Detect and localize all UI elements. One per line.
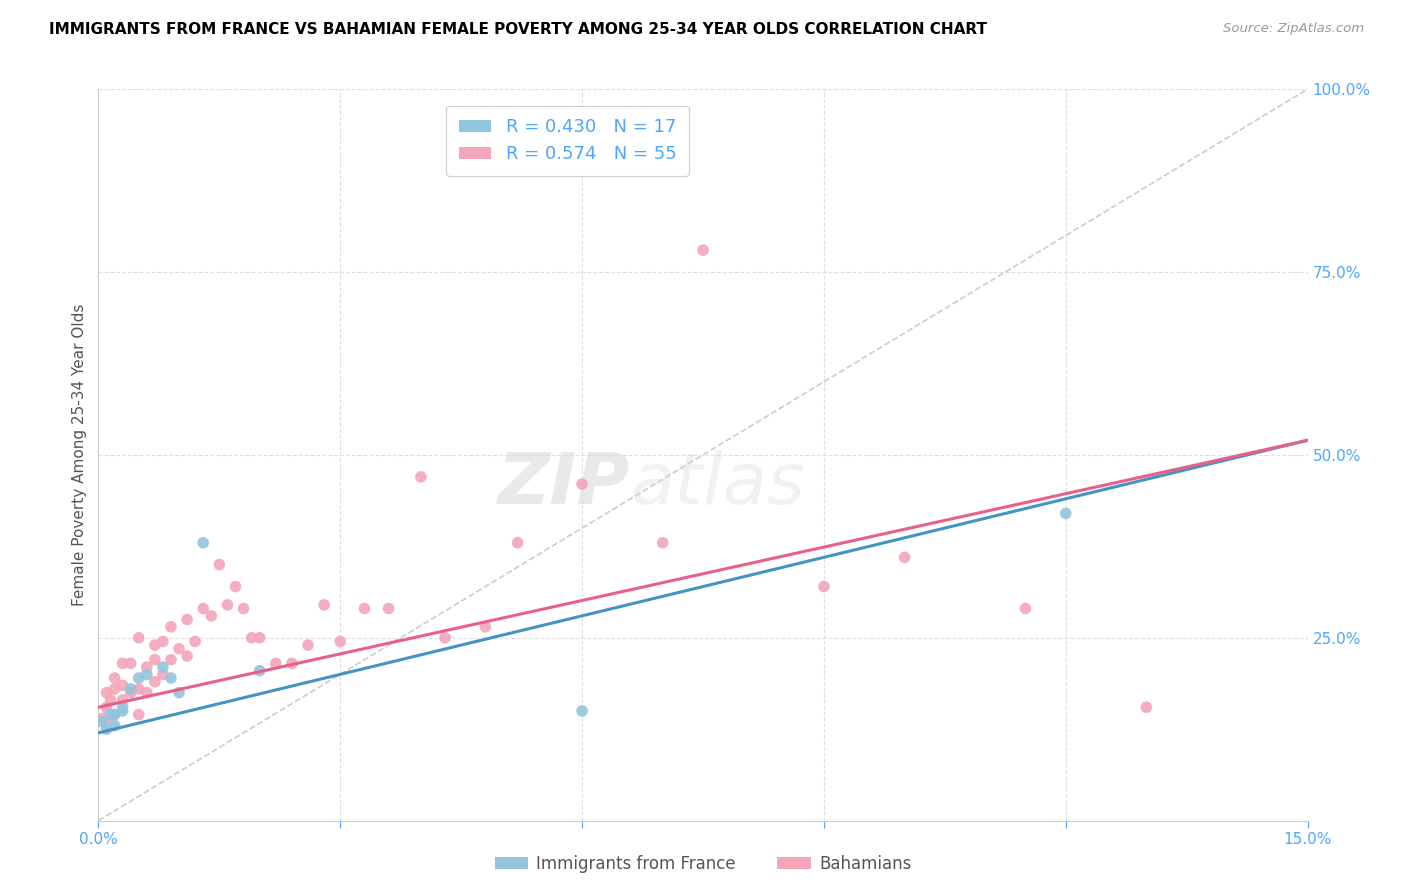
Text: atlas: atlas xyxy=(630,450,806,518)
Text: IMMIGRANTS FROM FRANCE VS BAHAMIAN FEMALE POVERTY AMONG 25-34 YEAR OLDS CORRELAT: IMMIGRANTS FROM FRANCE VS BAHAMIAN FEMAL… xyxy=(49,22,987,37)
Point xyxy=(103,707,125,722)
Legend: R = 0.430   N = 17, R = 0.574   N = 55: R = 0.430 N = 17, R = 0.574 N = 55 xyxy=(446,105,689,176)
Point xyxy=(249,664,271,678)
Point xyxy=(167,686,190,700)
Point xyxy=(91,711,114,725)
Point xyxy=(135,667,157,681)
Point xyxy=(100,693,122,707)
Point xyxy=(100,707,122,722)
Point xyxy=(571,477,593,491)
Point xyxy=(651,535,673,549)
Point xyxy=(111,704,134,718)
Point xyxy=(200,608,222,623)
Point xyxy=(893,550,915,565)
Point xyxy=(111,657,134,671)
Point xyxy=(353,601,375,615)
Point xyxy=(96,686,118,700)
Point xyxy=(120,681,142,696)
Point xyxy=(160,653,183,667)
Point xyxy=(193,535,215,549)
Point xyxy=(1014,601,1036,615)
Point xyxy=(135,686,157,700)
Point xyxy=(96,714,118,729)
Point xyxy=(91,714,114,729)
Point xyxy=(152,660,174,674)
Point xyxy=(692,243,714,257)
Point xyxy=(128,681,150,696)
Point xyxy=(176,612,198,626)
Point xyxy=(193,601,215,615)
Point xyxy=(1054,507,1077,521)
Text: ZIP: ZIP xyxy=(498,450,630,518)
Point xyxy=(281,657,304,671)
Point xyxy=(217,598,239,612)
Point xyxy=(813,580,835,594)
Point xyxy=(128,631,150,645)
Point xyxy=(128,671,150,685)
Point xyxy=(176,649,198,664)
Point xyxy=(103,718,125,732)
Point xyxy=(377,601,399,615)
Point xyxy=(167,641,190,656)
Point xyxy=(249,631,271,645)
Point xyxy=(111,693,134,707)
Point xyxy=(143,653,166,667)
Point xyxy=(314,598,336,612)
Point xyxy=(103,707,125,722)
Point xyxy=(143,674,166,689)
Text: Source: ZipAtlas.com: Source: ZipAtlas.com xyxy=(1223,22,1364,36)
Point xyxy=(160,671,183,685)
Point xyxy=(232,601,254,615)
Point xyxy=(297,638,319,652)
Point xyxy=(240,631,263,645)
Point xyxy=(135,660,157,674)
Point xyxy=(120,657,142,671)
Point xyxy=(224,580,246,594)
Point xyxy=(160,620,183,634)
Point xyxy=(96,723,118,737)
Y-axis label: Female Poverty Among 25-34 Year Olds: Female Poverty Among 25-34 Year Olds xyxy=(72,304,87,606)
Point xyxy=(120,686,142,700)
Point xyxy=(329,634,352,648)
Point xyxy=(506,535,529,549)
Point xyxy=(409,470,432,484)
Point xyxy=(264,657,287,671)
Point xyxy=(1135,700,1157,714)
Point xyxy=(111,700,134,714)
Point xyxy=(111,678,134,692)
Point xyxy=(474,620,496,634)
Point xyxy=(152,667,174,681)
Point xyxy=(128,707,150,722)
Point xyxy=(103,681,125,696)
Point xyxy=(152,634,174,648)
Point xyxy=(103,671,125,685)
Point xyxy=(143,638,166,652)
Point xyxy=(571,704,593,718)
Point xyxy=(208,558,231,572)
Point xyxy=(184,634,207,648)
Point xyxy=(96,700,118,714)
Point xyxy=(434,631,457,645)
Legend: Immigrants from France, Bahamians: Immigrants from France, Bahamians xyxy=(488,848,918,880)
